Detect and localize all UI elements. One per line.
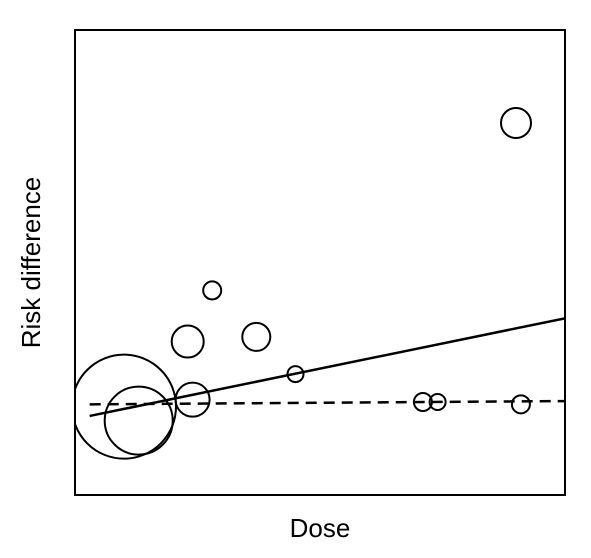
chart-container: Dose Risk difference [0, 0, 591, 558]
bubble-chart-svg: Dose Risk difference [0, 0, 591, 558]
x-axis-label: Dose [290, 513, 351, 543]
y-axis-label: Risk difference [16, 177, 46, 349]
chart-background [0, 0, 591, 558]
